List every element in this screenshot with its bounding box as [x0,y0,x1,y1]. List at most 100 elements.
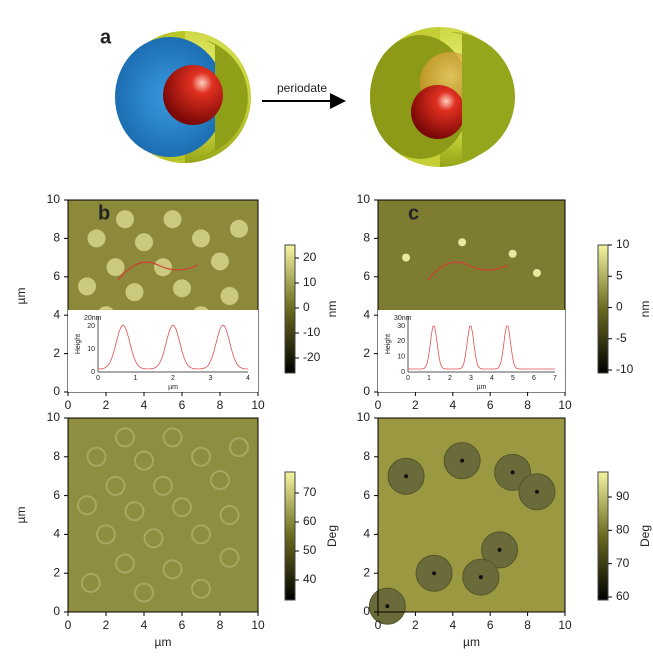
inset-x-tick: 3 [469,375,473,382]
y-tick-label: 8 [53,449,60,463]
colorbar-tick-label: 0 [616,300,623,314]
y-tick-label: 0 [53,604,60,618]
x-tick-label: 6 [179,398,186,412]
y-axis-label: µm [14,507,28,524]
colorbar-tick-label: -5 [616,331,627,345]
x-tick-label: 4 [449,398,456,412]
y-tick-label: 2 [53,565,60,579]
inset-y-label: Height [75,334,82,354]
particle [88,229,106,247]
inset-x-tick: 3 [209,375,213,382]
inset-x-tick: 1 [427,375,431,382]
particle [135,233,153,251]
y-tick-label: 8 [53,231,60,245]
particle [173,279,191,297]
y-tick-label: 2 [363,346,370,360]
inset-x-tick: 4 [490,375,494,382]
y-tick-label: 4 [363,307,370,321]
inset-y-tick: 20 [87,323,95,330]
y-tick-label: 6 [363,269,370,283]
inset-x-tick: 1 [134,375,138,382]
core [460,459,464,463]
colorbar-tick-label: 60 [303,514,317,528]
y-tick-label: 2 [363,565,370,579]
x-tick-label: 2 [103,398,110,412]
x-tick-label: 0 [65,398,72,412]
inset-y-tick: 0 [401,369,405,376]
inset-y-tick: 30 [397,323,405,330]
x-tick-label: 2 [103,618,110,632]
x-tick-label: 2 [412,398,419,412]
colorbar-tick-label: 5 [616,268,623,282]
y-tick-label: 2 [53,346,60,360]
core [498,548,502,552]
panel-label: b [98,202,110,224]
x-tick-label: 6 [487,618,494,632]
y-tick-label: 4 [53,527,60,541]
y-tick-label: 0 [363,384,370,398]
x-tick-label: 10 [251,398,265,412]
colorbar-tick-label: 0 [303,300,310,314]
inset-x-label: µm [168,384,178,391]
core [404,474,408,478]
colorbar-unit: Deg [638,525,652,547]
x-tick-label: 8 [217,618,224,632]
core [385,604,389,608]
y-tick-label: 6 [53,269,60,283]
inset-x-tick: 5 [511,375,515,382]
inset-x-tick: 2 [171,375,175,382]
x-tick-label: 10 [558,398,572,412]
y-tick-label: 8 [363,449,370,463]
particle [533,269,541,277]
y-tick-label: 0 [363,604,370,618]
colorbar-tick-label: 60 [616,589,630,603]
colorbar-tick-label: 80 [616,523,630,537]
particle [230,220,248,238]
colorbar-unit: Deg [325,525,339,547]
y-tick-label: 0 [53,384,60,398]
y-tick-label: 10 [357,192,371,206]
x-tick-label: 6 [487,398,494,412]
colorbar [285,245,295,373]
colorbar-tick-label: 20 [303,250,317,264]
x-tick-label: 4 [449,618,456,632]
x-tick-label: 0 [65,618,72,632]
core [432,571,436,575]
inset-y-tick: 10 [87,346,95,353]
x-tick-label: 8 [217,398,224,412]
x-tick-label: 8 [524,398,531,412]
arrow-label: periodate [277,81,327,95]
x-tick-label: 8 [524,618,531,632]
x-tick-label: 6 [179,618,186,632]
particle [192,229,210,247]
particle [116,210,134,228]
x-tick-label: 0 [375,618,382,632]
x-tick-label: 2 [412,618,419,632]
y-tick-label: 4 [53,307,60,321]
particle [211,252,229,270]
core [511,470,515,474]
inset-scale: 30nm [394,315,412,322]
schematic-left [115,31,251,163]
core [535,490,539,494]
y-tick-label: 4 [363,527,370,541]
y-tick-label: 6 [53,488,60,502]
y-tick-label: 8 [363,231,370,245]
panel-label: c [408,202,419,224]
colorbar-unit: nm [325,301,339,318]
colorbar-tick-label: -20 [303,350,321,364]
inset-x-tick: 0 [96,375,100,382]
x-tick-label: 10 [558,618,572,632]
inset-x-tick: 4 [246,375,250,382]
inset-x-label: µm [477,384,487,391]
colorbar-tick-label: 10 [616,237,630,251]
particle [107,258,125,276]
particle [164,210,182,228]
colorbar-tick-label: 40 [303,572,317,586]
core [479,575,483,579]
particle [509,250,517,258]
y-tick-label: 6 [363,488,370,502]
inset-y-tick: 10 [397,354,405,361]
inset-x-tick: 0 [406,375,410,382]
colorbar-tick-label: -10 [616,362,634,376]
